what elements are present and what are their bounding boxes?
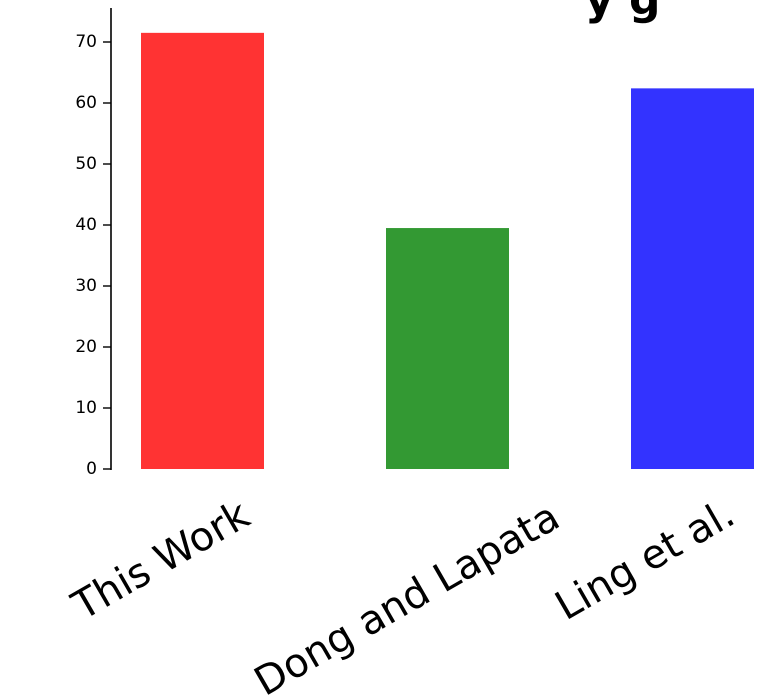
x-category-label: This Work <box>64 491 258 630</box>
y-tick-label: 70 <box>75 32 97 52</box>
y-tick-label: 0 <box>86 459 97 479</box>
x-category-label: Ling et al. <box>548 491 743 630</box>
bar-this-work <box>141 32 264 469</box>
y-tick-label: 10 <box>75 398 97 418</box>
x-category-label: Dong and Lapata <box>247 494 568 699</box>
chart-title-fragment: y g <box>585 0 661 25</box>
y-tick-label: 30 <box>75 276 97 296</box>
bars-group <box>141 32 754 470</box>
bar-ling-et-al <box>631 88 754 470</box>
y-tick-label: 20 <box>75 337 97 357</box>
bar-dong-and-lapata <box>386 228 509 469</box>
y-axis: 0 10 20 30 40 50 60 70 <box>75 8 112 479</box>
y-tick-label: 60 <box>75 93 97 113</box>
y-tick-label: 40 <box>75 215 97 235</box>
y-tick-label: 50 <box>75 154 97 174</box>
